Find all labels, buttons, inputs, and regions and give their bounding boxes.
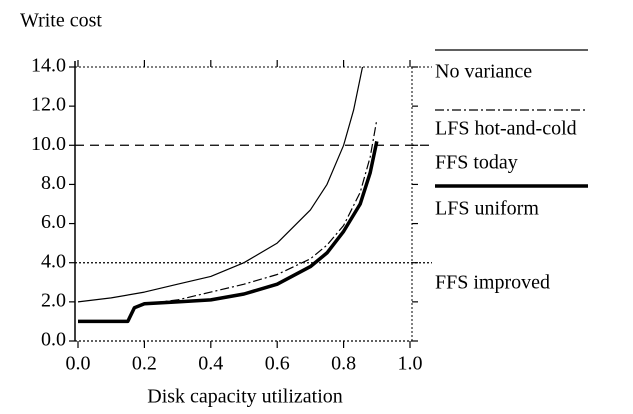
y-tick-label: 6.0 [41,211,66,233]
series-line [77,66,364,303]
y-tick-label: 10.0 [31,133,66,155]
series-line [78,141,379,324]
x-tick-label: 0.4 [198,353,223,375]
x-tick-label: 0.6 [265,353,290,375]
y-tick-label: 2.0 [41,289,66,311]
series-line [78,119,378,322]
chart-title: Write cost [20,10,102,32]
y-tick-label: 14.0 [31,55,66,77]
x-tick-label: 0.8 [331,353,356,375]
y-tick-label: 12.0 [31,94,66,116]
legend-label: FFS improved [435,272,550,294]
x-tick-label: 0.0 [66,353,91,375]
legend-label: No variance [435,61,532,83]
x-axis-label: Disk capacity utilization [147,386,343,408]
x-tick-label: 0.2 [132,353,157,375]
y-tick-label: 4.0 [41,250,66,272]
y-tick-label: 8.0 [41,172,66,194]
y-tick-label: 0.0 [41,329,66,351]
legend-label: LFS uniform [435,198,539,220]
legend-label: LFS hot-and-cold [435,118,577,140]
x-tick-label: 1.0 [398,353,423,375]
legend-label: FFS today [435,152,518,174]
